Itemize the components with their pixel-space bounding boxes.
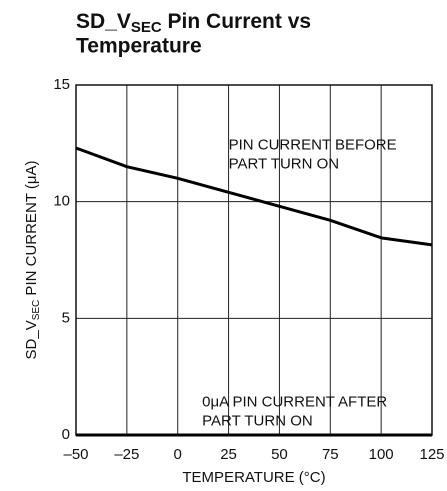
chart-title: Temperature (76, 35, 202, 58)
annotation: 0μA PIN CURRENT AFTER (202, 393, 387, 410)
title-sub: SEC (131, 19, 162, 36)
x-tick-label: –25 (114, 446, 139, 463)
x-tick-label: 75 (322, 446, 339, 463)
annotation: PART TURN ON (202, 412, 313, 429)
y-label-part: PIN CURRENT (μA) (23, 161, 40, 300)
y-label-part: SD_V (23, 320, 40, 359)
title-part: SD_V (76, 10, 131, 33)
y-axis-label: SD_VSEC PIN CURRENT (μA) (23, 161, 42, 360)
x-tick-label: 0 (174, 446, 182, 463)
y-tick-label: 0 (62, 426, 70, 443)
y-tick-label: 15 (53, 76, 70, 93)
y-label-sub: SEC (31, 300, 42, 321)
y-tick-label: 5 (62, 309, 70, 326)
annotation: PART TURN ON (229, 156, 340, 173)
x-tick-label: 25 (220, 446, 237, 463)
series-line (75, 146, 433, 247)
annotation: PIN CURRENT BEFORE (229, 137, 397, 154)
x-axis-label: TEMPERATURE (°C) (182, 469, 325, 486)
title-part: Pin Current vs (162, 10, 311, 33)
x-tick-label: 50 (271, 446, 288, 463)
chart-title: SD_VSEC Pin Current vs (76, 10, 311, 36)
y-tick-label: 10 (53, 193, 70, 210)
x-tick-label: 100 (369, 446, 394, 463)
x-tick-label: 125 (419, 446, 444, 463)
x-tick-label: –50 (63, 446, 88, 463)
